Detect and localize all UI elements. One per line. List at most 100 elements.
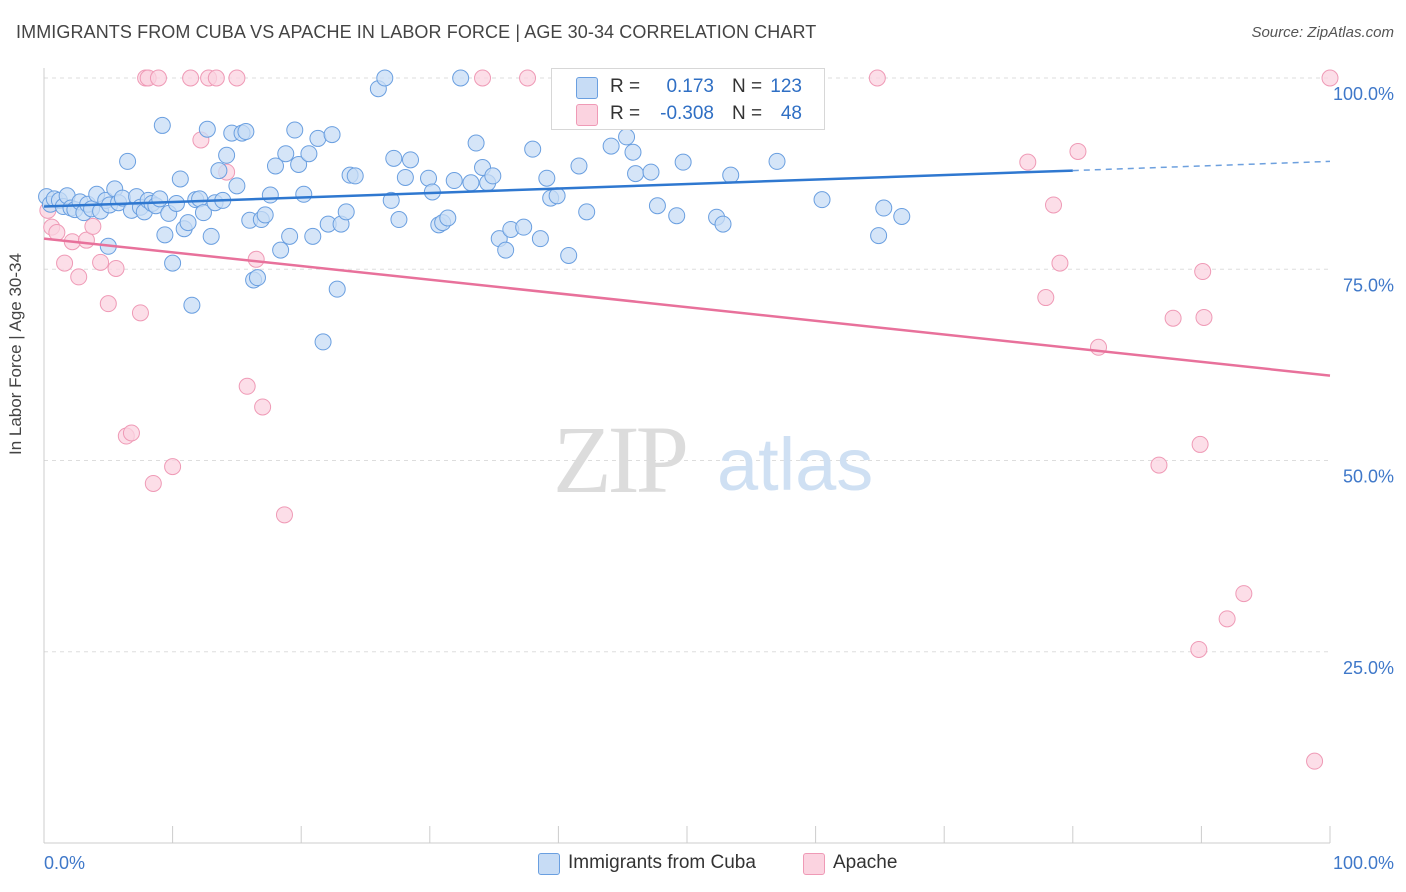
- data-point-cuba: [281, 227, 299, 245]
- data-point-cuba: [467, 134, 485, 152]
- data-point-cuba: [171, 170, 189, 188]
- stats-legend: R = 0.173 N = 123 R = -0.308 N = 48: [551, 68, 825, 130]
- data-point-cuba: [813, 191, 831, 209]
- data-point-cuba: [156, 226, 174, 244]
- data-point-cuba: [402, 151, 420, 169]
- y-tick-label: 100.0%: [1333, 84, 1394, 104]
- data-point-cuba: [893, 207, 911, 225]
- legend-row-cuba: R = 0.173 N = 123: [552, 74, 824, 100]
- data-point-cuba: [328, 280, 346, 298]
- data-point-cuba: [570, 157, 588, 175]
- legend-row-apache: R = -0.308 N = 48: [552, 101, 824, 127]
- data-point-cuba: [531, 230, 549, 248]
- data-point-apache: [1090, 338, 1108, 356]
- legend-n-value: 48: [780, 103, 802, 124]
- y-tick-label: 75.0%: [1343, 275, 1394, 295]
- data-point-apache: [1194, 263, 1212, 281]
- data-point-cuba: [462, 174, 480, 192]
- data-point-apache: [1306, 752, 1324, 770]
- data-point-apache: [84, 217, 102, 235]
- data-point-cuba: [183, 296, 201, 314]
- data-point-apache: [107, 259, 125, 277]
- y-tick-label: 25.0%: [1343, 658, 1394, 678]
- trendline-cuba: [43, 169, 1073, 208]
- data-point-cuba: [290, 155, 308, 173]
- bottom-legend-swatch-apache: [803, 853, 825, 875]
- data-point-cuba: [153, 116, 171, 134]
- data-point-cuba: [248, 269, 266, 287]
- tick-labels: 25.0% 50.0% 75.0% 100.0% 0.0% 100.0%: [44, 84, 1394, 873]
- data-point-cuba: [286, 121, 304, 139]
- data-point-apache: [868, 69, 886, 87]
- data-point-cuba: [198, 120, 216, 138]
- data-point-apache: [1321, 69, 1339, 87]
- bottom-legend-label-cuba: Immigrants from Cuba: [568, 852, 756, 873]
- source-label: Source: ZipAtlas.com: [1251, 24, 1394, 41]
- x-tick-label: 100.0%: [1333, 853, 1394, 873]
- data-point-apache: [131, 304, 149, 322]
- data-point-apache: [122, 424, 140, 442]
- data-point-cuba: [179, 214, 197, 232]
- data-point-apache: [228, 69, 246, 87]
- data-point-cuba: [484, 167, 502, 185]
- data-point-cuba: [346, 167, 364, 185]
- data-point-cuba: [194, 204, 212, 222]
- data-point-cuba: [218, 146, 236, 164]
- data-point-cuba: [337, 203, 355, 221]
- legend-swatch-apache: [576, 104, 598, 126]
- data-point-cuba: [314, 333, 332, 351]
- y-tick-label: 50.0%: [1343, 467, 1394, 487]
- legend-n-value: 123: [770, 76, 802, 97]
- data-point-apache: [70, 268, 88, 286]
- watermark: ZIP atlas: [553, 406, 873, 513]
- data-point-cuba: [445, 172, 463, 190]
- data-point-cuba: [515, 218, 533, 236]
- series-apache-points: [39, 69, 1339, 770]
- data-point-cuba: [300, 145, 318, 163]
- bottom-legend-swatch-cuba: [538, 853, 560, 875]
- watermark-atlas: atlas: [717, 423, 873, 506]
- data-point-cuba: [277, 145, 295, 163]
- data-point-apache: [474, 69, 492, 87]
- data-point-cuba: [497, 241, 515, 259]
- data-point-cuba: [722, 166, 740, 184]
- watermark-zip: ZIP: [553, 406, 686, 513]
- data-point-cuba: [167, 194, 185, 212]
- data-point-apache: [1195, 308, 1213, 326]
- data-point-cuba: [602, 137, 620, 155]
- legend-swatch-cuba: [576, 77, 598, 99]
- data-point-cuba: [396, 168, 414, 186]
- data-point-cuba: [151, 190, 169, 208]
- data-point-cuba: [164, 254, 182, 272]
- data-point-apache: [519, 69, 537, 87]
- data-point-apache: [1150, 456, 1168, 474]
- data-point-cuba: [627, 165, 645, 183]
- trendline-cuba-extension: [1072, 160, 1331, 172]
- data-point-cuba: [304, 227, 322, 245]
- data-point-cuba: [648, 197, 666, 215]
- data-point-cuba: [524, 140, 542, 158]
- legend-r-value: 0.173: [666, 76, 714, 97]
- data-point-apache: [99, 295, 117, 313]
- data-point-cuba: [382, 191, 400, 209]
- data-point-cuba: [272, 241, 290, 259]
- data-point-apache: [92, 253, 110, 271]
- data-point-apache: [149, 69, 167, 87]
- data-point-cuba: [119, 152, 137, 170]
- data-point-apache: [1190, 640, 1208, 658]
- data-point-cuba: [870, 227, 888, 245]
- data-point-apache: [1037, 289, 1055, 307]
- legend-r-label: R =: [610, 103, 641, 124]
- data-point-cuba: [875, 199, 893, 217]
- data-point-cuba: [390, 211, 408, 229]
- data-point-cuba: [210, 162, 228, 180]
- data-point-apache: [144, 474, 162, 492]
- data-point-cuba: [668, 207, 686, 225]
- legend-r-value: -0.308: [660, 103, 714, 124]
- data-point-apache: [1019, 153, 1037, 171]
- data-point-cuba: [538, 169, 556, 187]
- data-point-apache: [182, 69, 200, 87]
- data-point-cuba: [261, 186, 279, 204]
- data-point-apache: [1164, 309, 1182, 327]
